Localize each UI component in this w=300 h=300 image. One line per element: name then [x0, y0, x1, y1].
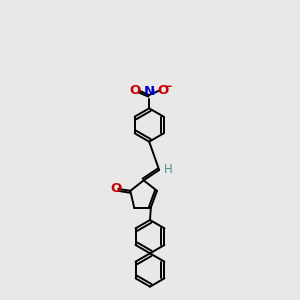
Text: N: N [144, 85, 155, 98]
Text: +: + [150, 88, 158, 97]
Text: O: O [110, 182, 122, 194]
Text: H: H [164, 163, 172, 176]
Text: −: − [163, 80, 172, 93]
Text: O: O [130, 84, 141, 97]
Text: O: O [157, 84, 168, 97]
